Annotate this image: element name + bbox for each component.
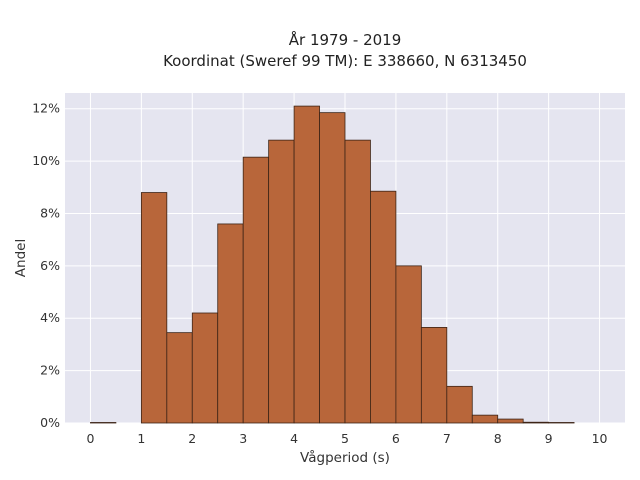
x-tick-label: 7 <box>443 431 451 446</box>
y-tick-label: 2% <box>40 363 60 378</box>
histogram-bar <box>344 139 371 424</box>
histogram-bar <box>446 385 473 424</box>
chart-title-line2: Koordinat (Sweref 99 TM): E 338660, N 63… <box>163 52 527 70</box>
histogram-bar <box>217 223 244 424</box>
histogram-bar <box>166 332 193 424</box>
histogram-bar <box>471 414 499 424</box>
y-tick-label: 8% <box>40 205 60 220</box>
y-tick-label: 4% <box>40 310 60 325</box>
x-tick-label: 10 <box>592 431 608 446</box>
x-tick-label: 0 <box>86 431 94 446</box>
histogram-bar <box>90 422 117 424</box>
histogram-bar <box>497 418 524 424</box>
y-tick-labels: 0% 2% 4% 6% 8% 10% 12% <box>32 101 60 430</box>
histogram-bar <box>319 112 346 424</box>
x-tick-label: 1 <box>137 431 145 446</box>
histogram-bar <box>191 312 219 424</box>
histogram-bar <box>140 192 168 424</box>
histogram-bar <box>242 156 270 424</box>
chart-title-line1: År 1979 - 2019 <box>289 30 402 49</box>
x-tick-label: 6 <box>392 431 400 446</box>
y-axis-label: Andel <box>13 239 29 277</box>
histogram-bar <box>395 265 422 424</box>
histogram-bar <box>420 327 448 424</box>
x-tick-label: 8 <box>494 431 502 446</box>
histogram-bar <box>268 139 295 424</box>
y-tick-label: 6% <box>40 258 60 273</box>
bars <box>90 105 575 424</box>
histogram-bar <box>522 421 550 424</box>
histogram-bar <box>293 105 320 424</box>
y-tick-label: 0% <box>40 415 60 430</box>
y-tick-label: 12% <box>32 101 60 116</box>
x-tick-label: 3 <box>239 431 247 446</box>
x-tick-labels: 0 1 2 3 4 5 6 7 8 9 10 <box>86 431 607 446</box>
x-tick-label: 2 <box>188 431 196 446</box>
x-tick-label: 4 <box>290 431 298 446</box>
x-tick-label: 5 <box>341 431 349 446</box>
y-tick-label: 10% <box>32 153 60 168</box>
histogram-bar <box>548 422 575 424</box>
x-tick-label: 9 <box>545 431 553 446</box>
histogram-bar <box>370 190 397 424</box>
x-axis-label: Vågperiod (s) <box>300 449 390 466</box>
